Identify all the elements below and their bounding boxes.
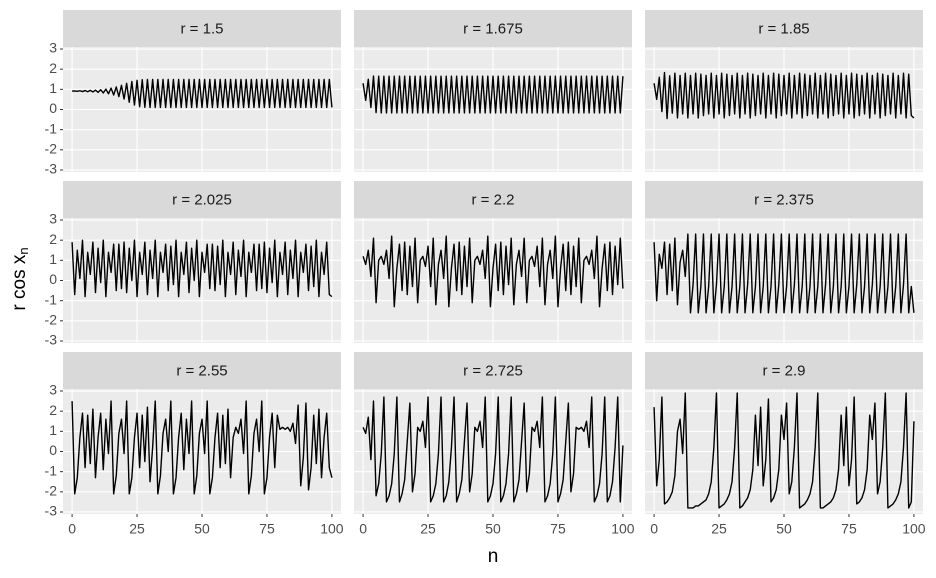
- data-line: [72, 78, 333, 109]
- x-tick-label: 75: [259, 521, 275, 537]
- data-line: [71, 239, 333, 298]
- strip: [354, 181, 632, 218]
- y-tick-label: 3: [49, 40, 57, 56]
- strip: [354, 352, 632, 389]
- strip: [63, 352, 341, 389]
- y-tick-label: 1: [49, 422, 57, 438]
- y-axis-title-main: r cos x: [9, 254, 30, 310]
- y-tick-label: 0: [49, 100, 57, 116]
- y-tick-label: -1: [45, 291, 58, 307]
- y-tick-label: 2: [49, 60, 57, 76]
- data-line: [653, 71, 915, 120]
- y-tick-label: 2: [49, 231, 57, 247]
- y-tick-label: 1: [49, 80, 57, 96]
- strip-label: r = 1.85: [758, 20, 809, 37]
- x-tick-label: 25: [420, 521, 436, 537]
- y-tick-label: -1: [45, 120, 58, 136]
- x-tick-label: 25: [711, 521, 727, 537]
- strip-label: r = 2.9: [763, 362, 806, 379]
- y-tick-label: -2: [45, 483, 58, 499]
- y-tick-label: -3: [45, 332, 58, 348]
- data-line: [362, 396, 624, 503]
- y-tick-label: 2: [49, 402, 57, 418]
- strip: [645, 181, 923, 218]
- x-tick-label: 0: [68, 521, 76, 537]
- x-tick-label: 25: [129, 521, 145, 537]
- y-tick-label: -3: [45, 503, 58, 519]
- strip-label: r = 2.2: [472, 191, 515, 208]
- x-tick-label: 50: [776, 521, 792, 537]
- y-tick-label: -3: [45, 161, 58, 177]
- y-tick-label: 0: [49, 442, 57, 458]
- data-line: [362, 235, 624, 308]
- strip: [645, 352, 923, 389]
- y-tick-label: -1: [45, 462, 58, 478]
- x-tick-label: 0: [650, 521, 658, 537]
- data-line: [362, 75, 624, 114]
- y-tick-label: 3: [49, 211, 57, 227]
- x-tick-label: 100: [902, 521, 926, 537]
- y-axis-title: r cos xn: [9, 247, 31, 310]
- data-line: [653, 392, 915, 509]
- x-tick-label: 100: [320, 521, 344, 537]
- strip-label: r = 1.675: [463, 20, 523, 37]
- strip: [645, 10, 923, 47]
- y-tick-label: -2: [45, 312, 58, 328]
- strip-label: r = 2.725: [463, 362, 523, 379]
- data-line: [71, 400, 333, 495]
- strip: [354, 10, 632, 47]
- x-tick-label: 50: [194, 521, 210, 537]
- strip: [63, 181, 341, 218]
- strip-label: r = 2.025: [172, 191, 232, 208]
- strip-label: r = 1.5: [181, 20, 224, 37]
- x-tick-label: 50: [485, 521, 501, 537]
- x-tick-label: 0: [359, 521, 367, 537]
- y-tick-label: 3: [49, 382, 57, 398]
- x-axis-title: n: [488, 546, 499, 567]
- y-tick-label: -2: [45, 141, 58, 157]
- strip: [63, 10, 341, 47]
- y-tick-label: 1: [49, 251, 57, 267]
- y-axis-title-subscript: n: [16, 247, 31, 254]
- x-tick-label: 100: [611, 521, 635, 537]
- strip-label: r = 2.375: [754, 191, 814, 208]
- x-tick-label: 75: [550, 521, 566, 537]
- data-line: [653, 233, 915, 314]
- x-tick-label: 75: [841, 521, 857, 537]
- strip-label: r = 2.55: [176, 362, 227, 379]
- y-tick-label: 0: [49, 271, 57, 287]
